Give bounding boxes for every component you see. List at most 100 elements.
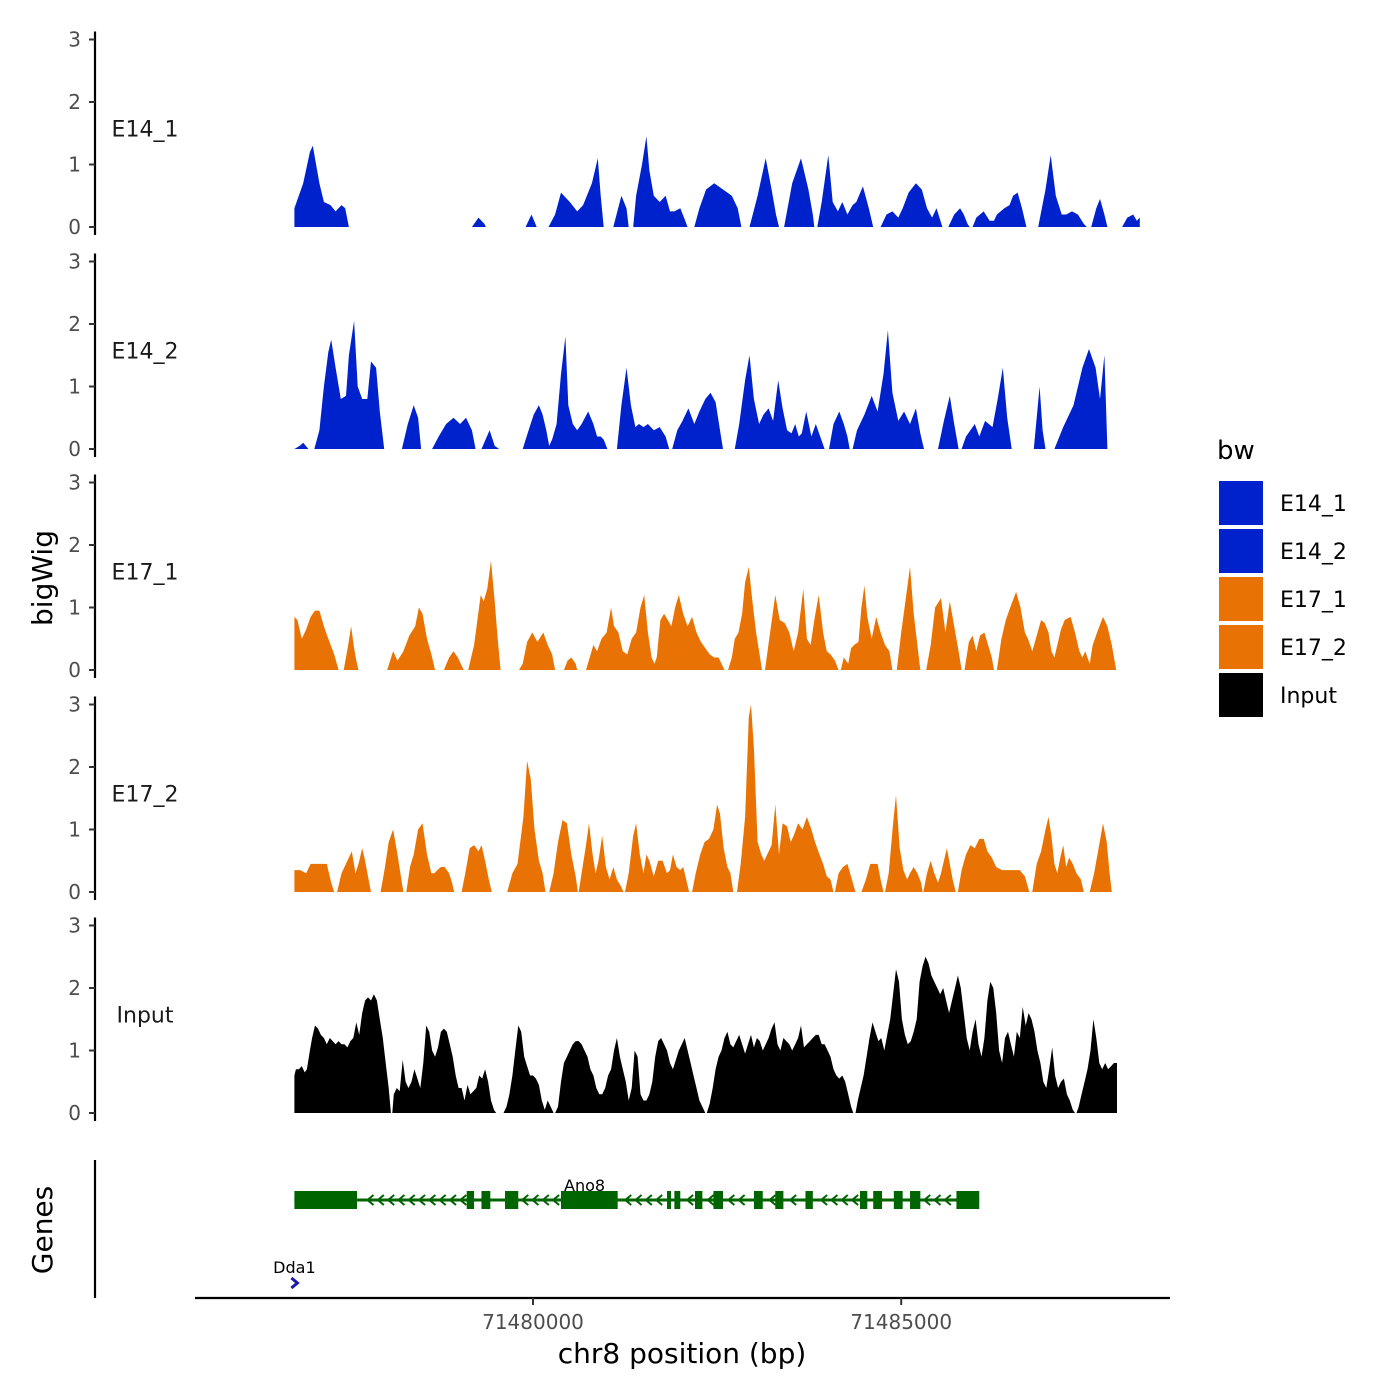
track-e14-1: 0 1 2 3 E14_1: [68, 28, 1140, 239]
y-tick-label: 2: [68, 533, 81, 557]
legend-item-e17-1: E17_1: [1219, 577, 1347, 621]
track-label: E17_2: [112, 782, 179, 807]
strand-arrow: [685, 1194, 694, 1206]
strand-arrow: [427, 1194, 437, 1206]
genes-axis-title: Genes: [26, 1186, 59, 1274]
gene-ano8: Ano8: [294, 1176, 980, 1209]
strand-arrow: [396, 1194, 406, 1206]
x-axis: 71480000 71485000 chr8 position (bp): [195, 1296, 1170, 1370]
coverage-area-e17-2: [294, 704, 1112, 892]
track-label: E14_2: [112, 339, 179, 364]
legend-item-e17-2: E17_2: [1219, 625, 1347, 669]
strand-arrow: [520, 1194, 529, 1206]
strand-arrow: [634, 1194, 643, 1206]
x-axis-ticks: 71480000 71485000: [482, 1298, 952, 1334]
y-tick-label: 0: [68, 880, 81, 904]
y-tick-label: 3: [68, 250, 81, 274]
y-tick-label: 0: [68, 658, 81, 682]
legend-item-e14-2: E14_2: [1219, 529, 1347, 573]
legend-item-input: Input: [1219, 673, 1337, 717]
gene-dda1: Dda1: [273, 1258, 316, 1290]
legend-label: Input: [1280, 684, 1337, 709]
y-tick-label: 3: [68, 471, 81, 495]
y-tick-label: 1: [68, 375, 81, 399]
gene-exon: [873, 1191, 883, 1209]
y-axis-title: bigWig: [26, 530, 59, 626]
track-e14-2: 0 1 2 3 E14_2: [68, 250, 1108, 461]
y-tick-label: 2: [68, 312, 81, 336]
strand-arrow: [840, 1194, 849, 1206]
legend-label: E14_1: [1280, 492, 1347, 517]
x-axis-title: chr8 position (bp): [558, 1337, 807, 1370]
strand-arrow: [365, 1194, 375, 1206]
y-tick-label: 0: [68, 1101, 81, 1125]
strand-arrow: [788, 1194, 797, 1206]
gene-exon: [910, 1191, 921, 1209]
coverage-area-e14-2: [294, 320, 1108, 449]
x-tick-label: 71485000: [850, 1310, 952, 1334]
strand-arrow: [819, 1194, 828, 1206]
gene-label: Dda1: [273, 1258, 315, 1277]
gene-exon: [805, 1191, 813, 1209]
strand-arrow: [850, 1194, 859, 1206]
y-tick-label: 2: [68, 90, 81, 114]
coverage-area-input: [294, 956, 1117, 1113]
coverage-area-e14-1: [294, 136, 1140, 227]
gene-exon: [956, 1191, 980, 1209]
gene-label: Ano8: [564, 1176, 605, 1195]
legend-label: E17_2: [1280, 636, 1347, 661]
strand-arrow: [922, 1194, 931, 1206]
strand-arrow: [551, 1194, 560, 1206]
gene-exon: [667, 1191, 672, 1209]
strand-arrow: [448, 1194, 457, 1206]
legend-label: E17_1: [1280, 588, 1347, 613]
genes-panel: Genes Ano8 Dda1: [26, 1160, 980, 1298]
strand-arrow: [417, 1194, 426, 1206]
strand-arrow: [438, 1194, 447, 1206]
gene-exon: [481, 1191, 491, 1209]
strand-arrow: [541, 1194, 550, 1206]
legend-swatch: [1219, 577, 1263, 621]
gene-exon: [893, 1191, 903, 1209]
x-tick-label: 71480000: [482, 1310, 584, 1334]
strand-arrow: [644, 1194, 653, 1206]
strand-arrow: [726, 1194, 735, 1206]
gene-exon: [713, 1191, 723, 1209]
legend-title: bw: [1217, 436, 1255, 466]
strand-arrow: [932, 1194, 942, 1206]
y-tick-label: 0: [68, 437, 81, 461]
gene-exon: [695, 1191, 703, 1209]
y-tick-label: 3: [68, 914, 81, 938]
strand-arrow: [829, 1194, 839, 1206]
strand-arrow: [768, 1194, 777, 1206]
legend-swatch: [1219, 673, 1263, 717]
track-label: E17_1: [112, 560, 179, 585]
track-input: 0 1 2 3 Input: [68, 914, 1117, 1125]
y-tick-label: 1: [68, 1039, 81, 1063]
gene-exon: [753, 1191, 763, 1209]
strand-arrow: [654, 1194, 663, 1206]
strand-arrow: [706, 1194, 715, 1206]
legend-label: E14_2: [1280, 540, 1347, 565]
bigwig-tracks: 0 1 2 3 E14_1 0 1 2 3 E14_2 0 1 2 3 E17_1 0 1 2 3 E17_2 0 1 2 3…: [68, 28, 1140, 1125]
gene-exon: [674, 1191, 681, 1209]
gene-exon: [859, 1191, 868, 1209]
strand-arrow: [530, 1194, 540, 1206]
strand-arrow: [623, 1194, 632, 1206]
strand-arrow: [290, 1276, 300, 1290]
strand-arrow: [376, 1194, 385, 1206]
strand-arrow: [458, 1194, 467, 1206]
gene-exon: [775, 1191, 784, 1209]
gene-exon: [505, 1191, 519, 1209]
gene-exon: [560, 1191, 618, 1209]
strand-arrow: [407, 1194, 416, 1206]
y-tick-label: 3: [68, 693, 81, 717]
legend-items: E14_1 E14_2 E17_1 E17_2 Input: [1219, 481, 1347, 717]
strand-arrow: [386, 1194, 395, 1206]
strand-arrow: [943, 1194, 952, 1206]
track-label: E14_1: [112, 117, 179, 142]
y-tick-label: 0: [68, 215, 81, 239]
gene-exon: [294, 1191, 358, 1209]
